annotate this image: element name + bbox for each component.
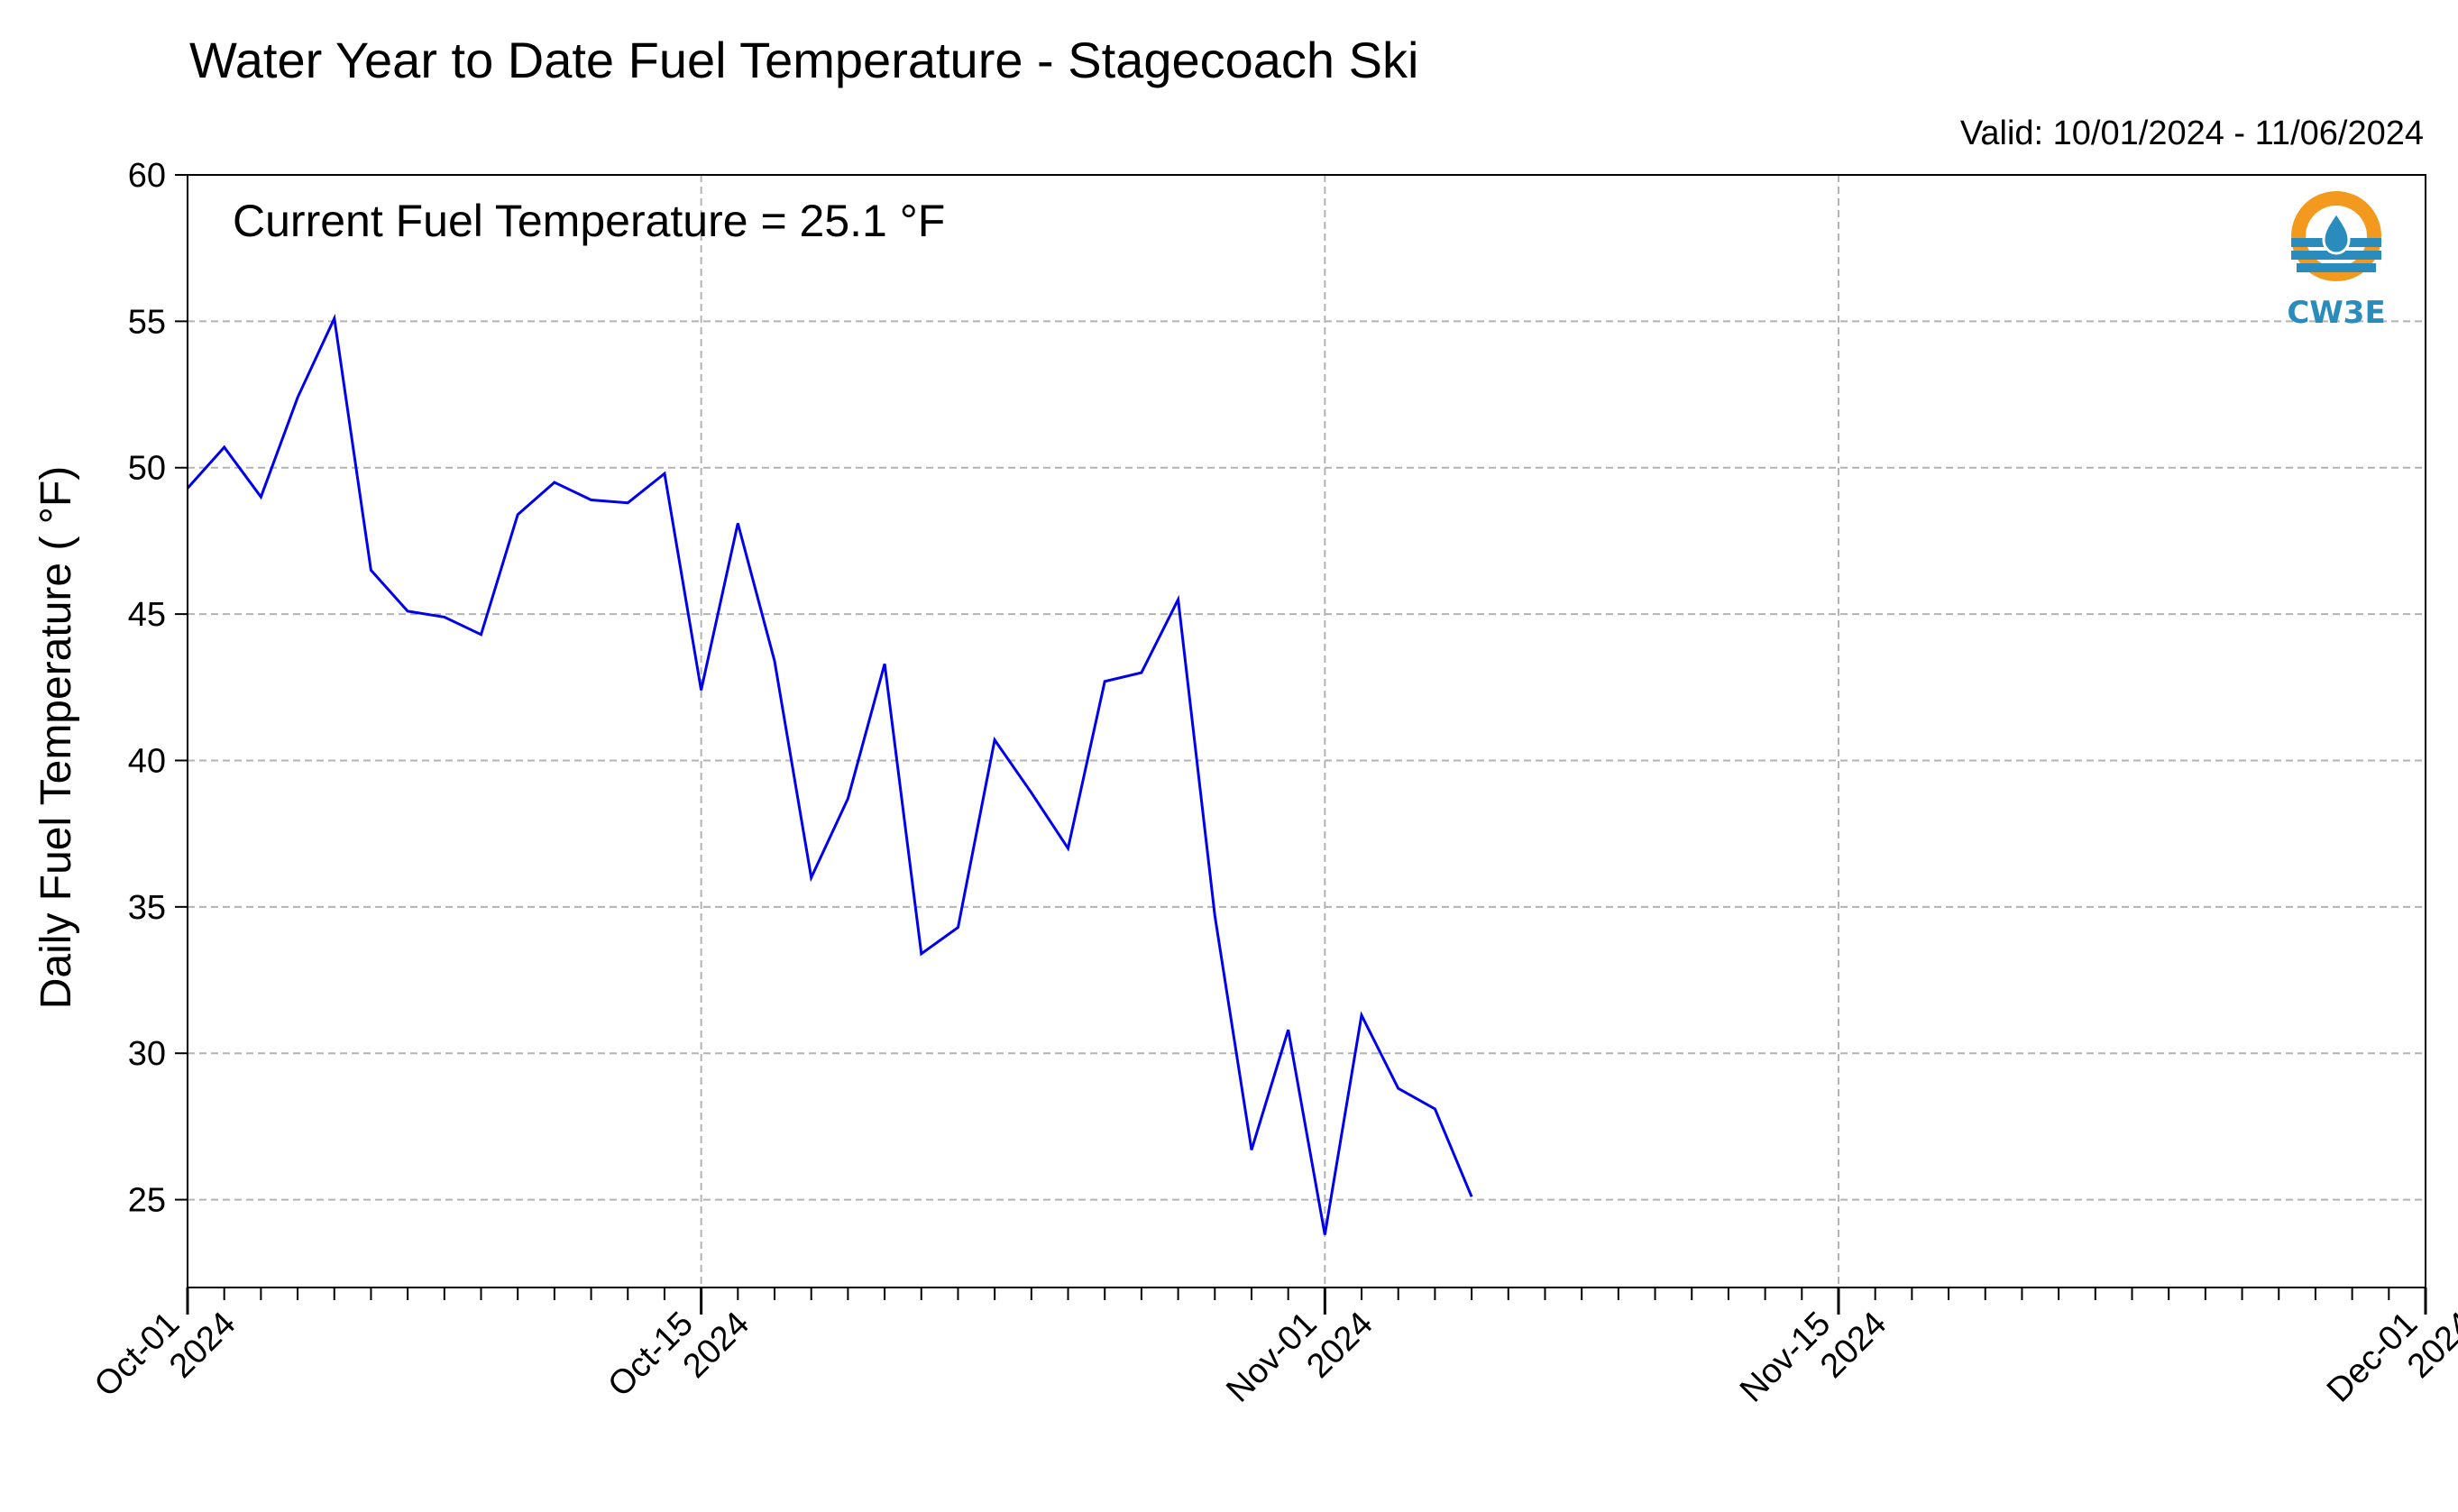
- fuel-temperature-line: [186, 313, 1473, 1235]
- current-temperature-annotation: Current Fuel Temperature = 25.1 °F: [233, 196, 945, 246]
- logo-wave-band-3: [2297, 263, 2376, 272]
- y-tick-labels: 25 30 35 40 45 50 55 60: [128, 157, 166, 1220]
- plot-frame: [187, 174, 2426, 1288]
- axis-ticks: [175, 174, 2427, 1315]
- y-tick-label: 45: [128, 596, 166, 634]
- chart-title: Water Year to Date Fuel Temperature - St…: [189, 32, 1418, 88]
- series-lines: [186, 313, 1473, 1235]
- valid-date-range: Valid: 10/01/2024 - 11/06/2024: [1960, 115, 2424, 152]
- x-tick-label-year: 2024: [1813, 1305, 1894, 1385]
- grid-lines: [188, 175, 2426, 1287]
- x-tick-label-year: 2024: [676, 1305, 757, 1385]
- y-tick-label: 50: [128, 450, 166, 488]
- x-tick-label-year: 2024: [162, 1305, 243, 1385]
- y-tick-label: 35: [128, 889, 166, 927]
- x-tick-label-year: 2024: [1299, 1305, 1380, 1385]
- cw3e-logo: CW3E: [2287, 191, 2386, 331]
- y-axis-label: Daily Fuel Temperature ( °F): [32, 466, 80, 1009]
- y-tick-label: 30: [128, 1035, 166, 1073]
- water-drop-icon: [2322, 210, 2351, 255]
- y-tick-label: 25: [128, 1182, 166, 1220]
- logo-wave-band-2: [2291, 251, 2381, 260]
- y-tick-label: 55: [128, 303, 166, 341]
- y-tick-label: 40: [128, 742, 166, 780]
- logo-text: CW3E: [2287, 295, 2385, 331]
- y-tick-label: 60: [128, 157, 166, 195]
